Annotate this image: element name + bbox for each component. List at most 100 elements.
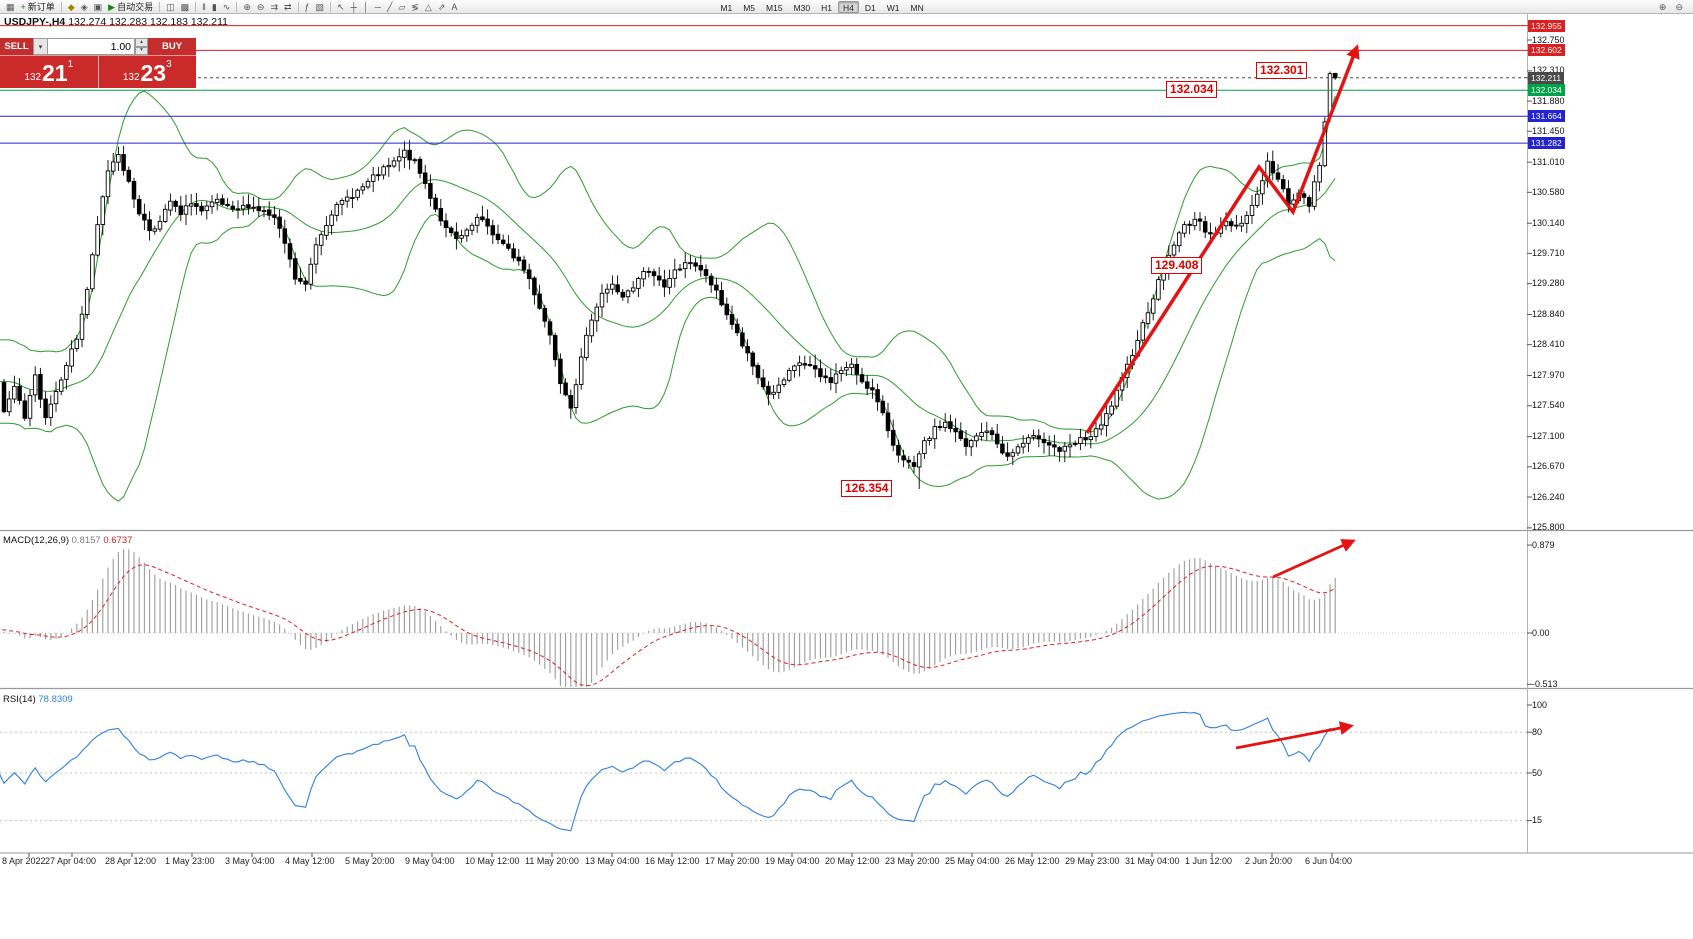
one-click-trading-panel: SELL ▾ ▴ ▾ BUY 132 21 1 132 23 3 <box>0 38 196 88</box>
price-line-label: 132.602 <box>1528 44 1565 57</box>
timeframe-h1[interactable]: H1 <box>821 2 832 13</box>
toolbar-separator <box>330 1 332 12</box>
price-line-label: 132.034 <box>1528 84 1565 97</box>
line-chart-button[interactable]: ∿ <box>220 1 234 13</box>
price-tick: 131.450 <box>1532 125 1565 136</box>
sell-button[interactable]: SELL <box>0 38 33 55</box>
timeframe-mn[interactable]: MN <box>910 2 924 13</box>
trend-arrow-main[interactable] <box>1085 44 1360 434</box>
horizontal-line-button[interactable]: ─ <box>372 1 384 13</box>
text-button[interactable]: A <box>448 1 460 13</box>
bid-price[interactable]: 132 21 1 <box>0 56 98 88</box>
volume-decrease-button[interactable]: ▾ <box>135 46 148 55</box>
fibonacci-icon: ≶ <box>411 1 419 12</box>
toolbar-right-group: ⊕ ⊖ <box>1656 1 1690 13</box>
rsi-indicator <box>0 711 1527 832</box>
price-line-label: 131.664 <box>1528 110 1565 123</box>
timeframe-h4[interactable]: H4 <box>837 0 859 13</box>
new-order-button-label: 新订单 <box>27 1 55 12</box>
fibonacci-button[interactable]: ≶ <box>408 1 422 13</box>
time-label: 6 Jun 04:00 <box>1305 856 1353 866</box>
bar-chart-icon: ‖ <box>202 1 206 12</box>
time-axis[interactable]: 8 Apr 2022 27 Apr 04:00 28 Apr 12:00 1 May … <box>0 853 1527 869</box>
autotrading-button[interactable]: ▶ 自动交易 <box>105 1 156 13</box>
window-tile-button[interactable]: ▩ <box>178 1 193 13</box>
chart-shift-button[interactable]: ⇄ <box>281 1 295 13</box>
candlestick-chart-button[interactable]: ▮ <box>209 1 220 13</box>
toolbar-separator <box>159 1 161 12</box>
auto-scroll-button[interactable]: ⇉ <box>267 1 281 13</box>
vertical-line-icon: │ <box>363 1 369 12</box>
channel-button[interactable]: ▱ <box>395 1 408 13</box>
navigator-button[interactable]: ◈ <box>78 1 91 13</box>
horizontal-line-icon: ─ <box>374 1 382 12</box>
terminal-icon: ▣ <box>93 1 103 12</box>
timeframe-m5[interactable]: M5 <box>743 2 756 13</box>
time-label: 13 May 04:00 <box>585 856 640 866</box>
time-label: 16 May 12:00 <box>645 856 700 866</box>
rsi-trend-arrow[interactable] <box>1235 721 1354 750</box>
cursor-button[interactable]: ↖ <box>334 1 348 13</box>
time-label: 19 May 04:00 <box>765 856 820 866</box>
new-order-button[interactable]: + 新订单 <box>18 1 58 13</box>
macd-trend-arrow[interactable] <box>1272 539 1356 579</box>
new-window-button[interactable]: ◫ <box>163 1 178 13</box>
terminal-button[interactable]: ▣ <box>91 1 106 13</box>
templates-button[interactable]: ▧ <box>313 1 328 13</box>
crosshair-icon: ┼ <box>350 1 357 12</box>
macd-axis-label: -0.513 <box>1532 678 1558 689</box>
market-watch-button[interactable]: ◆ <box>65 1 78 13</box>
arrows-button[interactable]: ⇗ <box>435 1 449 13</box>
line-chart-icon: ∿ <box>222 1 231 12</box>
price-tick: 129.280 <box>1532 278 1565 289</box>
price-tick: 130.580 <box>1532 186 1565 197</box>
time-label: 9 May 04:00 <box>405 856 455 866</box>
trendline-icon: ╱ <box>387 1 393 12</box>
volume-input[interactable] <box>48 38 135 55</box>
ask-price[interactable]: 132 23 3 <box>97 56 196 88</box>
price-annotation[interactable]: 132.301 <box>1256 62 1308 79</box>
timeframe-m30[interactable]: M30 <box>793 2 811 13</box>
bollinger-bands <box>0 90 1336 502</box>
macd-indicator <box>0 549 1527 687</box>
new-chart-button[interactable]: ▦ <box>3 1 18 13</box>
price-tick: 126.240 <box>1532 491 1565 502</box>
price-annotation[interactable]: 129.408 <box>1151 257 1203 274</box>
vertical-line-button[interactable]: │ <box>360 1 372 13</box>
timeframe-w1[interactable]: W1 <box>886 2 900 13</box>
time-label: 1 Jun 12:00 <box>1185 856 1233 866</box>
zoom-in-icon: ⊕ <box>243 1 251 12</box>
price-axis[interactable]: 132.750 132.310 131.880 131.450 131.010 130.5… <box>1527 13 1693 853</box>
trendline-button[interactable]: ╱ <box>384 1 395 13</box>
shapes-button[interactable]: △ <box>422 1 435 13</box>
timeframe-group: M1 M5 M15 M30 H1 H4 D1 W1 MN <box>715 0 928 13</box>
magnifier-minus-button[interactable]: ⊖ <box>1672 1 1686 13</box>
volume-increase-button[interactable]: ▴ <box>135 38 148 47</box>
crosshair-button[interactable]: ┼ <box>348 1 360 13</box>
price-annotation[interactable]: 132.034 <box>1166 81 1218 98</box>
price-tick: 128.410 <box>1532 339 1565 350</box>
price-line-label: 132.211 <box>1528 71 1565 84</box>
timeframe-m1[interactable]: M1 <box>720 2 733 13</box>
zoom-out-button[interactable]: ⊖ <box>254 1 268 13</box>
buy-button[interactable]: BUY <box>148 38 196 55</box>
time-label: 2 Jun 20:00 <box>1245 856 1293 866</box>
rsi-axis-label: 80 <box>1532 726 1543 737</box>
volume-dropdown-button[interactable]: ▾ <box>33 38 48 55</box>
bar-chart-button[interactable]: ‖ <box>199 1 209 13</box>
indicators-button[interactable]: ƒ <box>302 1 313 13</box>
autotrading-icon: ▶ <box>108 1 116 12</box>
bid-pips: 21 <box>42 60 68 86</box>
trend-arrows[interactable] <box>1085 44 1360 750</box>
horizontal-level-lines[interactable] <box>0 25 1527 144</box>
zoom-in-button[interactable]: ⊕ <box>240 1 254 13</box>
timeframe-m15[interactable]: M15 <box>766 2 783 13</box>
timeframe-d1[interactable]: D1 <box>864 2 876 13</box>
price-tick: 127.970 <box>1532 370 1565 381</box>
magnifier-plus-button[interactable]: ⊕ <box>1656 1 1670 13</box>
new-chart-icon: ▦ <box>6 1 15 12</box>
price-annotation[interactable]: 126.354 <box>841 480 893 497</box>
candles-layer <box>1 71 1338 489</box>
